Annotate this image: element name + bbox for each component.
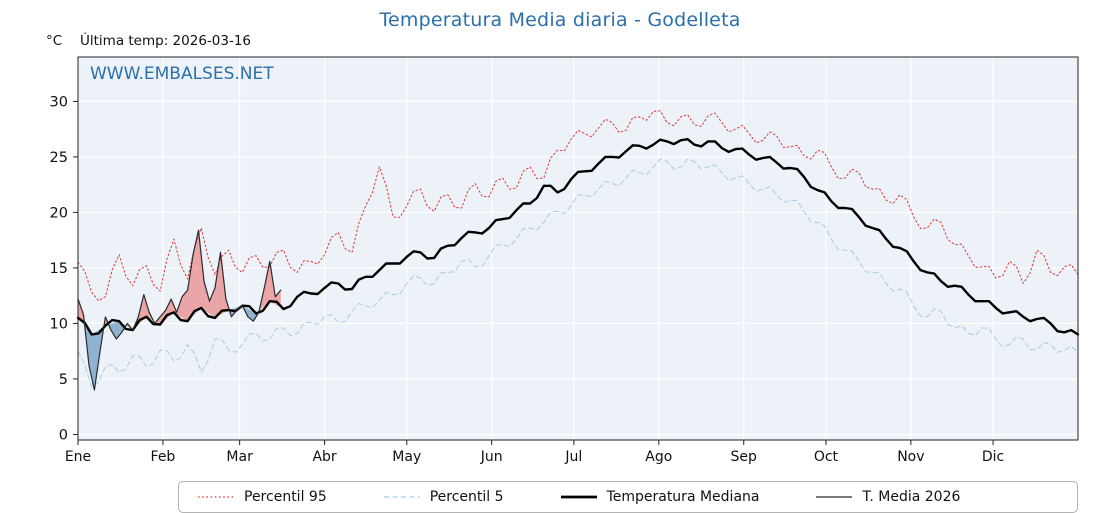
legend-label-t-media-2026: T. Media 2026 xyxy=(862,489,961,505)
series-line-3 xyxy=(77,229,282,391)
x-tick-label-sep: Sep xyxy=(731,449,758,465)
y-tick-label: 15 xyxy=(50,261,68,277)
y-tick-label: 20 xyxy=(50,205,68,221)
x-tick-label-ene: Ene xyxy=(65,449,91,465)
y-tick-label: 5 xyxy=(59,372,68,388)
x-tick-label-jun: Jun xyxy=(480,449,503,465)
legend-label-mediana: Temperatura Mediana xyxy=(606,489,760,505)
legend-line-mediana xyxy=(560,495,597,499)
legend-label-percentil-95: Percentil 95 xyxy=(244,489,327,505)
watermark: WWW.EMBALSES.NET xyxy=(90,64,274,84)
series-line-2 xyxy=(76,137,1080,336)
legend-line-percentil-95 xyxy=(198,496,234,498)
chart-page: Temperatura Media diaria - Godelleta °C … xyxy=(46,9,1080,513)
x-tick-label-ago: Ago xyxy=(645,449,672,465)
legend-item-t-media-2026: T. Media 2026 xyxy=(815,489,960,505)
x-tick-label-jul: Jul xyxy=(564,449,582,465)
y-tick-label: 10 xyxy=(50,316,68,332)
legend-item-percentil-5: Percentil 5 xyxy=(383,489,504,505)
x-tick-label-dic: Dic xyxy=(982,449,1004,465)
legend-line-t-media-2026 xyxy=(816,496,853,498)
y-axis-unit-label: °C xyxy=(46,33,63,49)
series-line-1 xyxy=(77,158,1079,389)
x-tick-label-nov: Nov xyxy=(897,449,924,465)
y-tick-label: 30 xyxy=(50,94,68,110)
chart-canvas: 0 5 10 15 20 25 30 Ene Feb Mar Abr May Jun Jul Ago Sep O… xyxy=(50,56,1080,465)
legend-label-percentil-5: Percentil 5 xyxy=(429,489,504,505)
last-temp-label: Última temp: 2026-03-16 xyxy=(80,33,252,49)
x-tick-label-abr: Abr xyxy=(312,449,336,465)
x-tick-label-feb: Feb xyxy=(151,449,176,465)
page-title: Temperatura Media diaria - Godelleta xyxy=(379,9,741,31)
legend-item-mediana: Temperatura Mediana xyxy=(560,489,760,505)
legend-line-percentil-5 xyxy=(383,496,420,498)
y-tick-label: 0 xyxy=(59,427,68,443)
x-tick-label-mar: Mar xyxy=(226,449,253,465)
series-line-0 xyxy=(77,110,1079,302)
legend-item-percentil-95: Percentil 95 xyxy=(197,489,327,505)
y-tick-label: 25 xyxy=(50,150,68,166)
legend: Percentil 95 Percentil 5 Temperatura Med… xyxy=(178,481,1078,513)
x-tick-label-oct: Oct xyxy=(814,449,839,465)
x-tick-label-may: May xyxy=(392,449,421,465)
